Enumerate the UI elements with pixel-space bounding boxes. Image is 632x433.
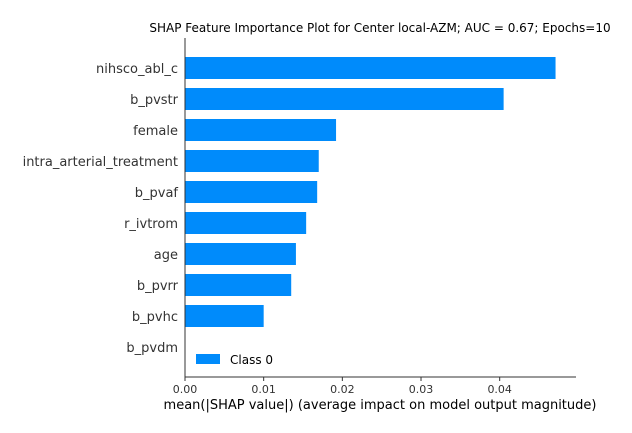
bars-group <box>185 57 556 327</box>
bar-b-pvhc <box>185 305 264 327</box>
bar-b-pvstr <box>185 88 504 110</box>
category-label: intra_arterial_treatment <box>23 155 178 170</box>
category-label: b_pvhc <box>132 310 178 325</box>
bar-r-ivtrom <box>185 212 307 234</box>
category-label: b_pvaf <box>135 186 179 201</box>
category-label: female <box>133 124 178 139</box>
x-axis-label: mean(|SHAP value|) (average impact on mo… <box>164 398 597 413</box>
legend-swatch <box>196 354 220 364</box>
x-tick-label: 0.03 <box>409 383 434 396</box>
bar-female <box>185 119 337 141</box>
legend-label: Class 0 <box>230 353 273 367</box>
category-label: age <box>154 248 178 263</box>
bar-intra-arterial-treatment <box>185 150 319 172</box>
category-label: b_pvdm <box>126 341 178 356</box>
category-label: r_ivtrom <box>124 217 178 232</box>
x-tick-label: 0.00 <box>173 383 198 396</box>
bar-age <box>185 243 296 265</box>
bar-b-pvrr <box>185 274 292 296</box>
legend: Class 0 <box>196 353 273 367</box>
category-label: nihsco_abl_c <box>96 62 178 77</box>
x-tick-label: 0.01 <box>251 383 276 396</box>
category-label: b_pvstr <box>130 93 179 108</box>
bar-b-pvaf <box>185 181 318 203</box>
bar-nihsco-abl-c <box>185 57 556 79</box>
category-label: b_pvrr <box>137 279 179 294</box>
x-tick-label: 0.02 <box>330 383 355 396</box>
x-ticks-group: 0.00 0.01 0.02 0.03 0.04 <box>173 377 512 396</box>
chart-title: SHAP Feature Importance Plot for Center … <box>149 21 610 35</box>
x-tick-label: 0.04 <box>487 383 512 396</box>
